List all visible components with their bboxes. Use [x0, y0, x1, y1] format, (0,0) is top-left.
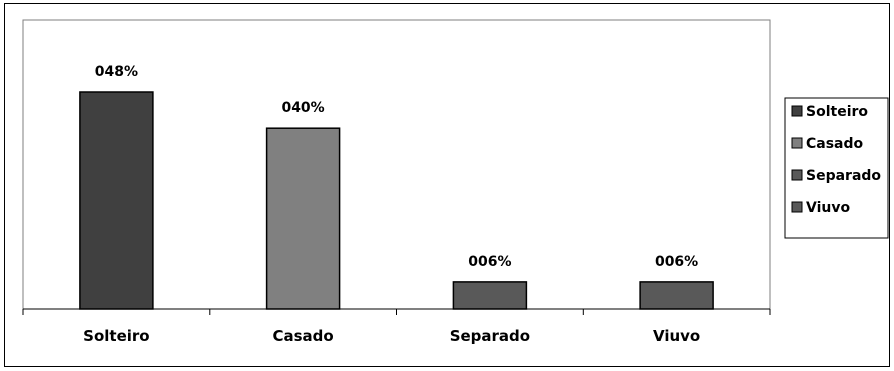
x-ticks: Solteiro Casado Separado Viuvo: [22, 309, 771, 345]
legend: Solteiro Casado Separado Viuvo: [791, 104, 881, 216]
data-label-solteiro: 048%: [95, 64, 138, 80]
bar-solteiro: [79, 91, 154, 310]
data-label-casado: 040%: [281, 100, 324, 116]
legend-box: [784, 97, 889, 239]
bar-viuvo: [639, 281, 714, 310]
x-tick-label-separado: Separado: [450, 327, 530, 345]
bar-separado: [452, 281, 528, 310]
legend-label-viuvo: Viuvo: [806, 200, 850, 216]
bar-casado: [265, 127, 341, 310]
legend-label-solteiro: Solteiro: [806, 104, 868, 120]
x-tick-label-viuvo: Viuvo: [653, 327, 700, 345]
data-label-separado: 006%: [468, 254, 511, 270]
data-label-viuvo: 006%: [655, 254, 698, 270]
legend-swatch-viuvo: [791, 201, 803, 213]
legend-label-casado: Casado: [806, 136, 864, 152]
x-tick-label-solteiro: Solteiro: [83, 327, 149, 345]
legend-label-separado: Separado: [806, 168, 881, 184]
legend-swatch-solteiro: [791, 105, 803, 117]
x-tick-label-casado: Casado: [272, 327, 333, 345]
legend-swatch-casado: [791, 137, 803, 149]
legend-swatch-separado: [791, 169, 803, 181]
bars-layer: 048% 040% 006% 006%: [79, 64, 714, 310]
